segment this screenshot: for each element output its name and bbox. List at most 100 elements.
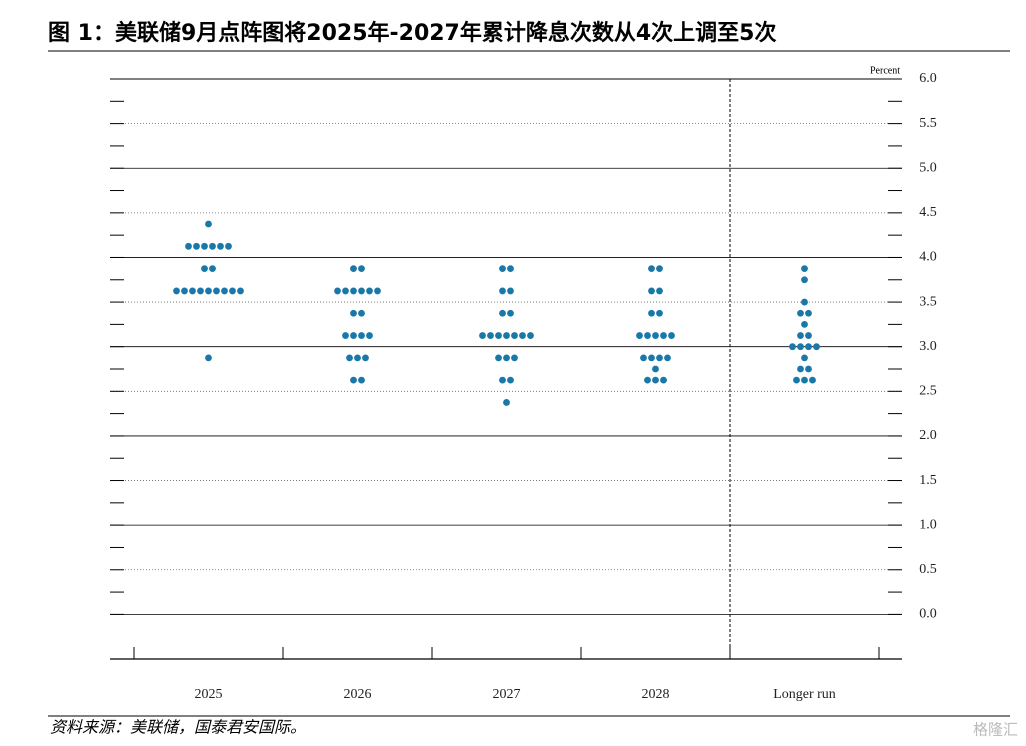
dot <box>797 343 804 351</box>
dot <box>225 242 232 250</box>
dot <box>358 376 365 384</box>
dot <box>350 376 357 384</box>
dot <box>201 265 208 273</box>
dot <box>652 365 659 373</box>
dot <box>503 354 510 362</box>
y-tick-label: 1.5 <box>919 473 937 488</box>
dot <box>801 276 808 284</box>
dot <box>511 332 518 339</box>
dot <box>805 365 812 373</box>
dot <box>644 376 651 384</box>
dot <box>507 265 514 273</box>
dot <box>801 376 808 384</box>
y-tick-label: 4.5 <box>919 205 937 220</box>
dot <box>342 287 349 295</box>
dot <box>499 287 506 295</box>
dot <box>809 376 816 384</box>
x-tick-label: Longer run <box>773 687 836 702</box>
dot <box>346 354 353 362</box>
dot <box>801 354 808 362</box>
dot <box>636 332 643 339</box>
dot <box>499 309 506 317</box>
watermark: 格隆汇 <box>973 721 1018 739</box>
dot <box>213 287 220 295</box>
dot <box>813 343 820 351</box>
dot <box>237 287 244 295</box>
dot <box>479 332 486 339</box>
dot <box>644 332 651 339</box>
dot <box>358 309 365 317</box>
dot <box>656 287 663 295</box>
dot <box>660 376 667 384</box>
y-tick-label: 4.0 <box>919 250 937 265</box>
dot <box>205 354 212 362</box>
y-tick-label: 3.5 <box>919 294 937 309</box>
dot <box>793 376 800 384</box>
dot <box>797 332 804 339</box>
dot <box>205 287 212 295</box>
dot <box>656 354 663 362</box>
dot <box>648 265 655 273</box>
y-tick-label: 2.5 <box>919 384 937 399</box>
y-tick-label: 0.0 <box>919 607 937 622</box>
chart-title: 图 1：美联储9月点阵图将2025年-2027年累计降息次数从4次上调至5次 <box>48 20 776 46</box>
dot <box>189 287 196 295</box>
x-tick-label: 2025 <box>195 687 223 702</box>
dot <box>358 265 365 273</box>
dot <box>648 354 655 362</box>
dot <box>656 309 663 317</box>
dot <box>805 343 812 351</box>
dot <box>648 287 655 295</box>
dot <box>499 265 506 273</box>
dot <box>350 287 357 295</box>
dot <box>197 287 204 295</box>
y-tick-label: 5.0 <box>919 160 937 175</box>
dot <box>487 332 494 339</box>
dot <box>217 242 224 250</box>
x-tick-label: 2026 <box>344 687 372 702</box>
x-tick-label: 2027 <box>493 687 521 702</box>
dot <box>648 309 655 317</box>
dot <box>209 265 216 273</box>
dot <box>358 332 365 339</box>
dot <box>640 354 647 362</box>
dot <box>201 242 208 250</box>
x-tick-label: 2028 <box>642 687 670 702</box>
dot <box>519 332 526 339</box>
y-tick-label: 5.5 <box>919 116 937 131</box>
dot <box>374 287 381 295</box>
y-tick-label: 1.0 <box>919 517 937 532</box>
y-tick-label: 2.0 <box>919 428 937 443</box>
dot <box>499 376 506 384</box>
dot <box>366 287 373 295</box>
dot <box>229 287 236 295</box>
dot <box>221 287 228 295</box>
dot <box>805 309 812 317</box>
dot <box>797 365 804 373</box>
y-axis-label: Percent <box>870 65 900 76</box>
dot <box>193 242 200 250</box>
dot <box>507 309 514 317</box>
dot <box>366 332 373 339</box>
dot <box>652 376 659 384</box>
dot <box>511 354 518 362</box>
dot <box>503 399 510 406</box>
y-tick-label: 3.0 <box>919 339 937 354</box>
dot <box>209 242 216 250</box>
dot <box>503 332 510 339</box>
dot <box>362 354 369 362</box>
dot <box>652 332 659 339</box>
dot <box>205 220 212 228</box>
dot <box>342 332 349 339</box>
dot <box>668 332 675 339</box>
dot <box>334 287 341 295</box>
dot <box>495 354 502 362</box>
dot <box>656 265 663 273</box>
source: 资料来源：美联储，国泰君安国际。 <box>50 718 306 737</box>
dot <box>801 298 808 306</box>
dot <box>358 287 365 295</box>
dot <box>350 265 357 273</box>
dot <box>495 332 502 339</box>
